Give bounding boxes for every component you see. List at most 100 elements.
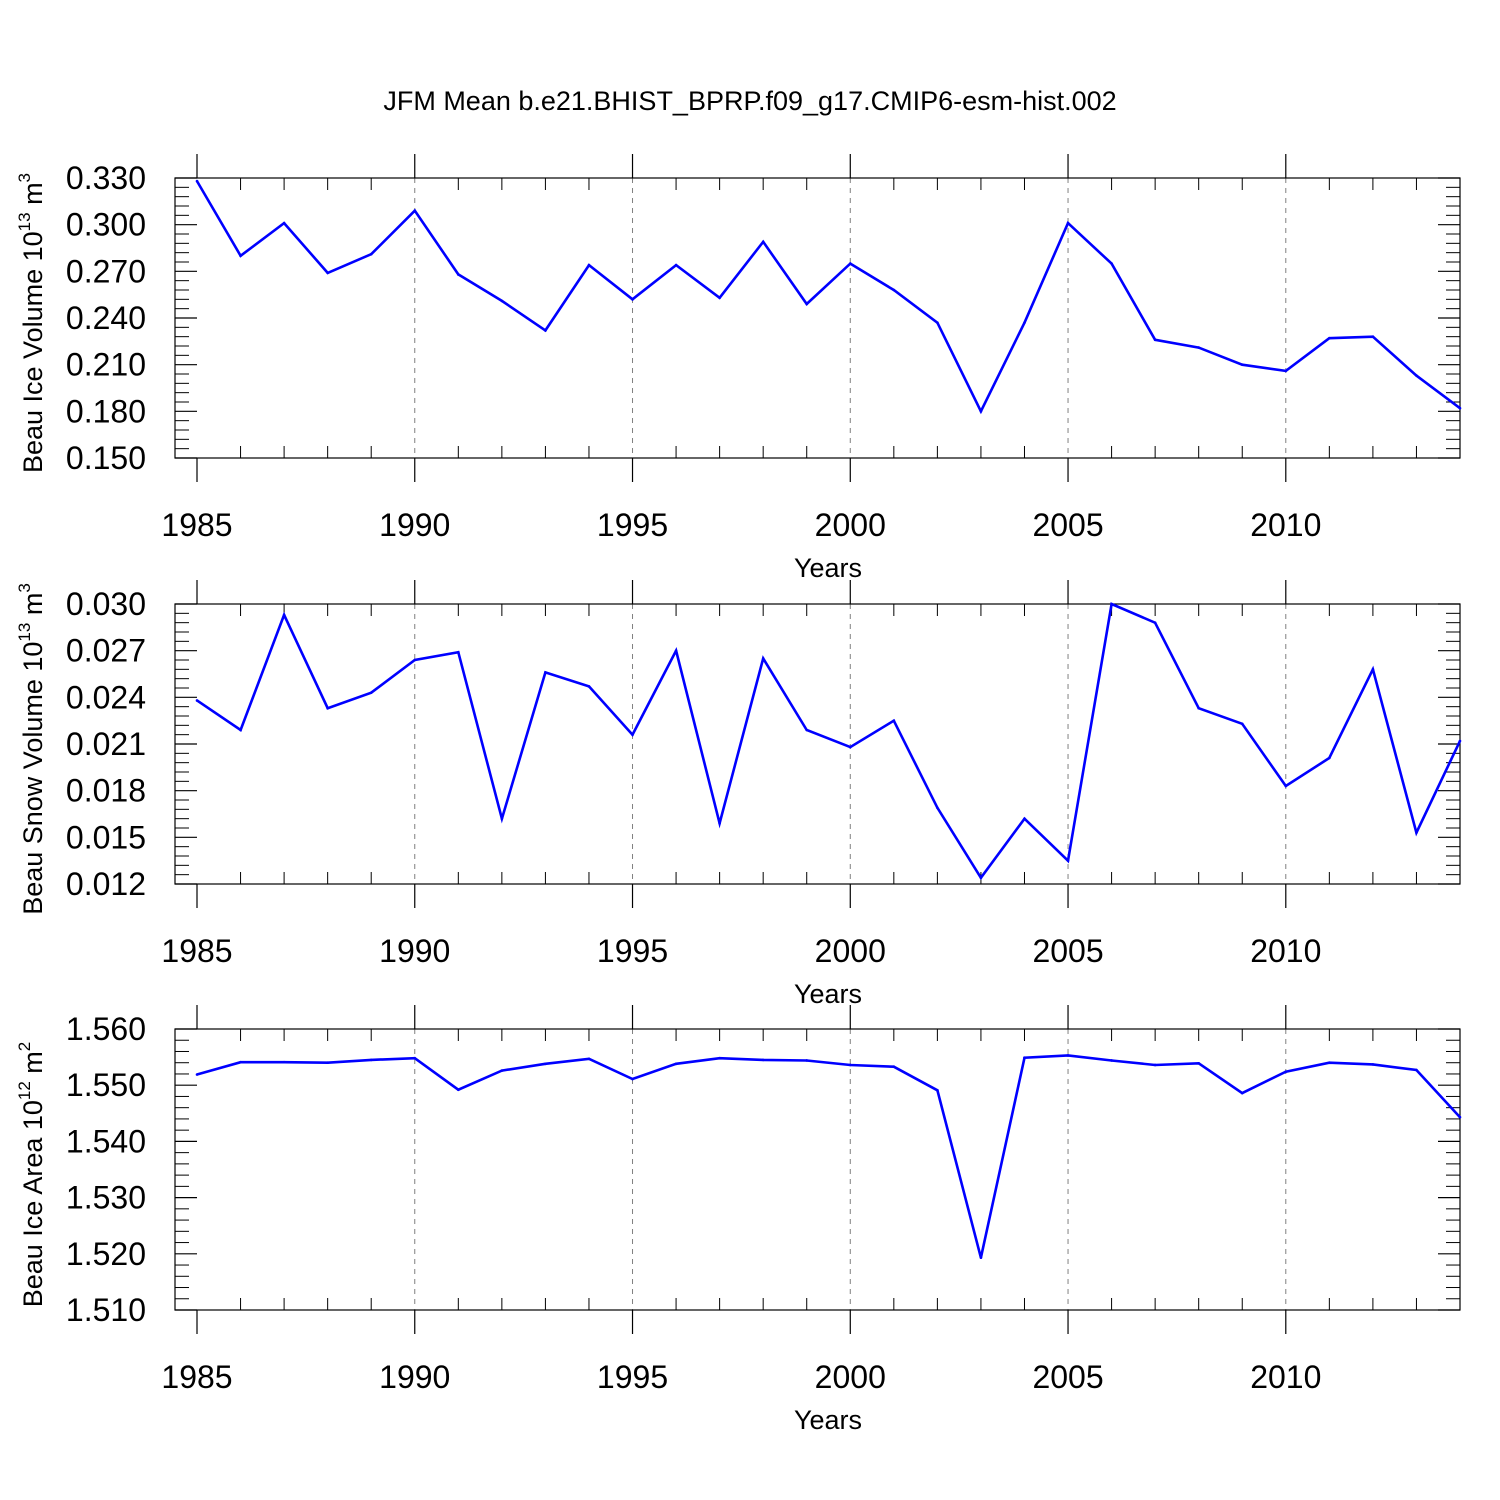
series-line xyxy=(196,602,1462,881)
plot-frame xyxy=(174,603,1461,885)
data-point xyxy=(1458,739,1462,743)
panel-1: 1985 1990 1995 2000 2005 2010 Years 0.150 0.180 0… xyxy=(15,154,1462,583)
y-tick-label: 0.018 xyxy=(66,773,146,809)
y-tick-label: 0.012 xyxy=(66,866,146,902)
data-point xyxy=(1328,1061,1331,1065)
data-point xyxy=(369,691,373,694)
data-point xyxy=(718,822,721,825)
data-point xyxy=(282,1060,286,1064)
x-axis-label: Years xyxy=(794,979,862,1009)
data-point xyxy=(674,649,678,652)
x-tick-label: 1990 xyxy=(379,933,450,969)
x-tick-label: 1985 xyxy=(161,933,232,969)
x-tick-label: 1990 xyxy=(379,507,450,543)
data-point xyxy=(544,1062,547,1066)
data-point xyxy=(1197,1061,1200,1065)
data-point xyxy=(1240,722,1244,726)
data-point xyxy=(1066,859,1070,862)
data-point xyxy=(805,728,809,732)
data-point xyxy=(239,1060,242,1064)
x-tick-label: 1990 xyxy=(379,1359,450,1395)
y-tick-label: 1.530 xyxy=(66,1180,146,1216)
y-tick-label: 0.330 xyxy=(66,160,146,196)
y-tick-label: 1.520 xyxy=(66,1236,146,1272)
data-point xyxy=(195,179,199,183)
data-point xyxy=(413,1056,417,1060)
x-tick-label: 2010 xyxy=(1250,933,1321,969)
data-point xyxy=(848,1063,852,1067)
x-tick-label: 2005 xyxy=(1032,507,1103,543)
data-point xyxy=(1240,1091,1244,1095)
y-tick-label: 1.540 xyxy=(66,1123,146,1159)
data-point xyxy=(326,271,329,275)
panel-2: 1985 1990 1995 2000 2005 2010 Years 0.012 0.015 0… xyxy=(15,580,1462,1009)
data-point xyxy=(1197,706,1200,710)
y-tick-label: 0.150 xyxy=(66,440,146,476)
series-line xyxy=(196,1054,1461,1259)
x-tick-label: 2005 xyxy=(1032,933,1103,969)
data-point xyxy=(674,263,678,267)
data-point xyxy=(1023,1056,1026,1059)
x-tick-label: 2000 xyxy=(815,1359,886,1395)
data-point xyxy=(1240,363,1244,366)
data-point xyxy=(195,699,199,702)
data-point xyxy=(1328,336,1331,340)
data-point xyxy=(326,706,329,710)
data-point xyxy=(457,1088,460,1091)
y-tick-label: 0.030 xyxy=(66,586,146,622)
y-tick-label: 0.210 xyxy=(66,347,146,383)
data-point xyxy=(239,254,242,258)
x-tick-label: 1995 xyxy=(597,933,668,969)
data-point xyxy=(282,613,286,617)
data-point xyxy=(413,209,417,212)
x-tick-label: 2000 xyxy=(815,507,886,543)
x-tick-label: 2010 xyxy=(1250,507,1321,543)
data-point xyxy=(631,1077,634,1081)
data-point xyxy=(1197,346,1200,349)
x-tick-label: 2005 xyxy=(1032,1359,1103,1395)
data-point xyxy=(587,263,591,267)
data-point xyxy=(282,221,286,225)
y-axis-label: Beau Snow Volume 1013 m3 xyxy=(15,583,48,915)
data-point xyxy=(631,298,634,301)
data-point xyxy=(587,1057,591,1061)
data-point xyxy=(413,658,417,662)
x-tick-label: 2010 xyxy=(1250,1359,1321,1395)
x-axis-label: Years xyxy=(794,553,862,583)
data-point xyxy=(892,719,896,722)
data-point xyxy=(457,650,460,654)
data-point xyxy=(1284,784,1288,788)
y-axis-label-unit: m xyxy=(18,593,48,623)
data-point xyxy=(805,302,809,306)
y-tick-label: 0.270 xyxy=(66,253,146,289)
data-point xyxy=(718,296,721,300)
x-tick-label: 1985 xyxy=(161,507,232,543)
data-point xyxy=(1066,1054,1070,1057)
data-point xyxy=(239,728,242,732)
y-tick-label: 0.021 xyxy=(66,726,146,762)
y-axis-label-unit: m xyxy=(18,182,48,212)
data-point xyxy=(848,745,852,749)
data-point xyxy=(761,240,765,244)
y-axis-label: Beau Ice Volume 1013 m3 xyxy=(15,173,48,473)
data-point xyxy=(500,817,504,820)
data-point xyxy=(1371,668,1375,671)
data-point xyxy=(979,1256,983,1260)
data-point xyxy=(1153,1063,1157,1067)
y-axis-label-name: Beau Ice Area 10 xyxy=(18,1100,48,1307)
data-point xyxy=(1066,221,1070,225)
data-point xyxy=(631,733,634,736)
data-point xyxy=(1110,262,1113,265)
data-point xyxy=(979,876,983,880)
y-axis-label-exp: 13 xyxy=(15,212,34,231)
y-tick-label: 0.015 xyxy=(66,819,146,855)
data-point xyxy=(1371,1063,1375,1066)
plot-frame xyxy=(174,177,1461,459)
data-point xyxy=(1023,817,1026,820)
y-axis-label-exp: 12 xyxy=(15,1081,34,1100)
figure-title: JFM Mean b.e21.BHIST_BPRP.f09_g17.CMIP6-… xyxy=(383,86,1117,116)
data-point xyxy=(1458,1115,1462,1119)
y-axis-label: Beau Ice Area 1012 m2 xyxy=(15,1042,48,1308)
data-point xyxy=(674,1062,678,1066)
